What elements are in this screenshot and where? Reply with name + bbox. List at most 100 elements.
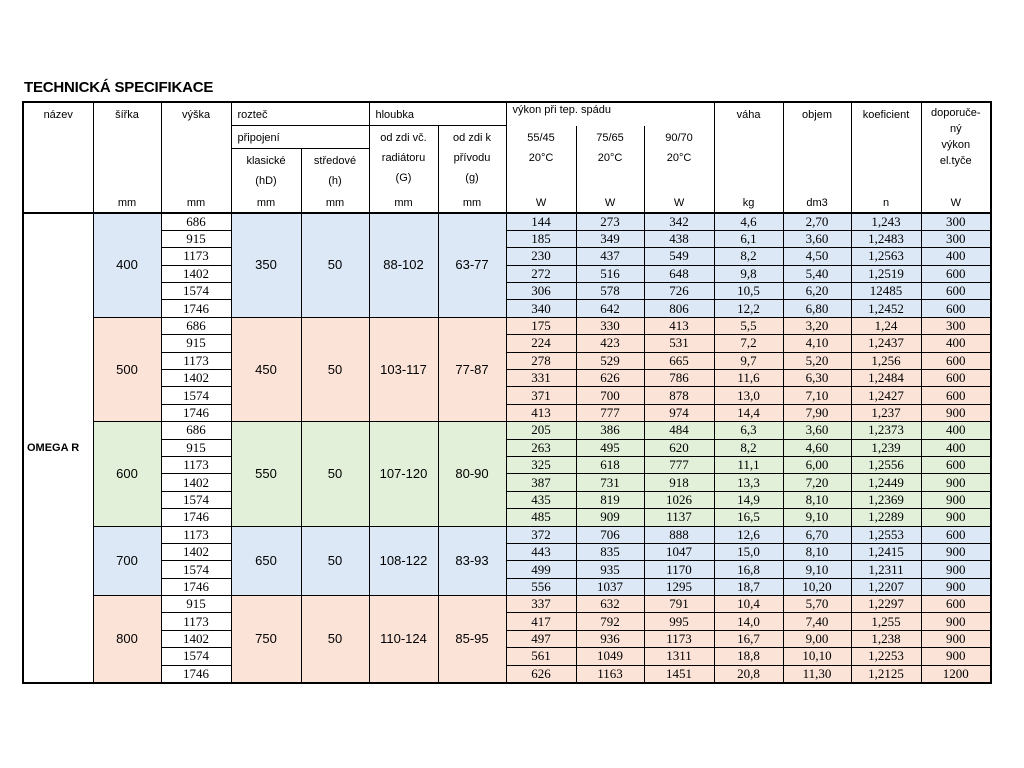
unit-cell: W bbox=[643, 192, 715, 213]
value-cell: 1,2437 bbox=[850, 334, 922, 353]
sheet: TECHNICKÁ SPECIFIKACE název šířka výška … bbox=[22, 78, 993, 685]
unit-cell: mm bbox=[92, 192, 162, 213]
value-cell: 1,2427 bbox=[850, 386, 922, 405]
value-cell: 11,1 bbox=[713, 455, 784, 475]
value-cell: 777 bbox=[575, 403, 645, 423]
value-cell: 974 bbox=[643, 403, 715, 423]
value-cell: 4,6 bbox=[713, 211, 784, 231]
value-cell: 1,237 bbox=[850, 403, 922, 423]
value-cell: 1,2553 bbox=[850, 525, 922, 544]
value-cell: 1049 bbox=[575, 647, 645, 666]
value-cell: 6,1 bbox=[713, 229, 784, 249]
value-cell: 371 bbox=[505, 386, 577, 405]
value-cell: 413 bbox=[505, 403, 577, 423]
value-cell: 600 bbox=[920, 264, 992, 284]
value-cell: 300 bbox=[920, 211, 992, 231]
value-cell: 3,20 bbox=[782, 316, 852, 336]
value-cell: 6,80 bbox=[782, 299, 852, 318]
value-cell: 272 bbox=[505, 264, 577, 284]
value-cell: 726 bbox=[643, 282, 715, 301]
value-cell: 3,60 bbox=[782, 229, 852, 249]
table-row: 700 1173 650 50 108-122 83-93 372 706 888 12,6 6,7… bbox=[23, 525, 992, 597]
value-cell: 495 bbox=[575, 438, 645, 457]
unit-cell: W bbox=[575, 192, 645, 213]
value-cell: 1163 bbox=[575, 664, 645, 684]
header-line: el.tyče bbox=[939, 155, 972, 167]
table-row: 800 915 750 50 110-124 85-95 337 632 791 10,4 5,70… bbox=[23, 595, 992, 684]
header-line: 20°C bbox=[597, 151, 623, 164]
unit-cell bbox=[22, 192, 94, 213]
value-cell: 144 bbox=[505, 211, 577, 231]
table-row: 500 686 450 50 103-117 77-87 175 330 413 5,5 3,20 1… bbox=[23, 316, 992, 423]
value-cell: 1,2369 bbox=[850, 490, 922, 510]
height-cell: 915 bbox=[160, 229, 232, 249]
value-cell: 909 bbox=[575, 508, 645, 527]
depth-inlet-cell: 63-77 bbox=[437, 211, 507, 318]
value-cell: 300 bbox=[920, 229, 992, 249]
header-line: (h) bbox=[328, 175, 342, 187]
value-cell: 777 bbox=[643, 455, 715, 475]
depth-inlet-cell: 80-90 bbox=[437, 421, 507, 527]
table-row: 1173 417 792 995 14,0 7,40 1,255 900 bbox=[23, 612, 992, 631]
header-line: od zdi k bbox=[453, 132, 491, 144]
value-cell: 300 bbox=[920, 316, 992, 336]
table-row: 915 263 495 620 8,2 4,60 1,239 400 bbox=[23, 438, 992, 457]
value-cell: 11,6 bbox=[713, 369, 784, 388]
value-cell: 1,2452 bbox=[850, 299, 922, 318]
value-cell: 224 bbox=[505, 334, 577, 353]
width-cell: 500 bbox=[92, 316, 162, 423]
value-cell: 900 bbox=[920, 490, 992, 510]
value-cell: 1047 bbox=[643, 542, 715, 562]
value-cell: 900 bbox=[920, 577, 992, 597]
value-cell: 5,70 bbox=[782, 595, 852, 614]
height-cell: 915 bbox=[160, 595, 232, 614]
value-cell: 878 bbox=[643, 386, 715, 405]
header-line: (g) bbox=[465, 172, 479, 184]
value-cell: 806 bbox=[643, 299, 715, 318]
spacing-cell: 350 bbox=[230, 211, 302, 318]
value-cell: 6,3 bbox=[713, 421, 784, 440]
value-cell: 13,3 bbox=[713, 473, 784, 492]
value-cell: 8,10 bbox=[782, 490, 852, 510]
width-cell: 700 bbox=[92, 525, 162, 597]
unit-cell: W bbox=[920, 192, 992, 213]
value-cell: 484 bbox=[643, 421, 715, 440]
value-cell: 10,4 bbox=[713, 595, 784, 614]
table-row: 1746 556 1037 1295 18,7 10,20 1,2207 900 bbox=[23, 577, 992, 597]
value-cell: 273 bbox=[575, 211, 645, 231]
value-cell: 6,20 bbox=[782, 282, 852, 301]
value-cell: 8,2 bbox=[713, 438, 784, 457]
value-cell: 731 bbox=[575, 473, 645, 492]
spacing-cell: 550 bbox=[230, 421, 302, 527]
value-cell: 1311 bbox=[643, 647, 715, 666]
table-body: OMEGA R 400 686 350 50 88-102 63-77 144 273 342 4,… bbox=[22, 211, 992, 684]
value-cell: 5,5 bbox=[713, 316, 784, 336]
value-cell: 1,24 bbox=[850, 316, 922, 336]
value-cell: 423 bbox=[575, 334, 645, 353]
value-cell: 263 bbox=[505, 438, 577, 457]
title: TECHNICKÁ SPECIFIKACE bbox=[24, 79, 214, 96]
header-line: 20°C bbox=[528, 151, 554, 164]
value-cell: 1200 bbox=[920, 664, 992, 684]
value-cell: 5,40 bbox=[782, 264, 852, 284]
value-cell: 900 bbox=[920, 560, 992, 579]
table-row: 600 686 550 50 107-120 80-90 205 386 484 6,3 3,60 1… bbox=[23, 421, 992, 527]
header-cell: výška bbox=[160, 102, 232, 193]
value-cell: 400 bbox=[920, 334, 992, 353]
value-cell: 1,239 bbox=[850, 438, 922, 457]
header-line: od zdi vč. bbox=[380, 132, 427, 144]
header-cell: klasické (hD) bbox=[230, 148, 302, 193]
value-cell: 205 bbox=[505, 421, 577, 440]
value-cell: 578 bbox=[575, 282, 645, 301]
value-cell: 648 bbox=[643, 264, 715, 284]
value-cell: 1026 bbox=[643, 490, 715, 510]
value-cell: 1173 bbox=[643, 629, 715, 649]
value-cell: 1037 bbox=[575, 577, 645, 597]
value-cell: 935 bbox=[575, 560, 645, 579]
value-cell: 600 bbox=[920, 455, 992, 475]
height-cell: 1173 bbox=[160, 612, 232, 631]
value-cell: 400 bbox=[920, 438, 992, 457]
value-cell: 485 bbox=[505, 508, 577, 527]
height-cell: 1173 bbox=[160, 351, 232, 371]
